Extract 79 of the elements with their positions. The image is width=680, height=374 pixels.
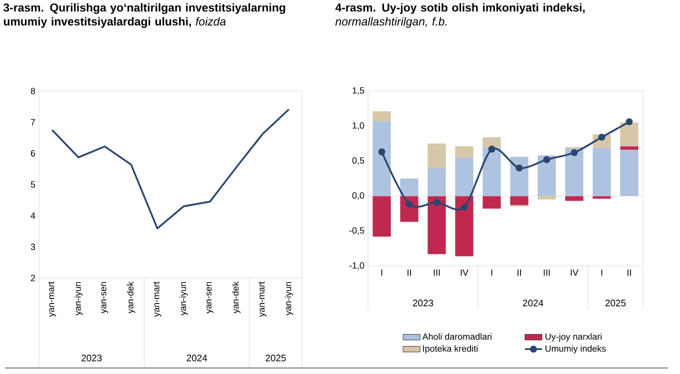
y-tick-label: 0,0	[352, 192, 364, 200]
bar	[592, 148, 611, 196]
bar	[400, 178, 418, 196]
bar	[565, 196, 584, 201]
text: 2025	[605, 300, 626, 306]
x-tick-label: yan-dek	[126, 282, 136, 314]
y-tick-label: 6	[30, 150, 36, 157]
y-tick-label: 1,5	[352, 87, 364, 95]
point	[378, 148, 386, 156]
x-tick-label: yan-mart	[48, 282, 56, 317]
bar	[482, 196, 501, 209]
x-tick-label: yan-mart	[154, 282, 162, 317]
bar	[428, 196, 446, 254]
bar	[455, 196, 474, 256]
y-tick-label: 4	[30, 212, 36, 219]
x-tick-label: IV	[570, 270, 578, 276]
bar	[428, 168, 446, 196]
y-tick-label: 7	[30, 119, 36, 126]
line-series	[51, 108, 290, 230]
bar	[372, 196, 391, 237]
bar	[620, 150, 638, 196]
point	[460, 204, 468, 211]
point	[598, 134, 606, 141]
bar	[565, 148, 584, 196]
text: 2024	[522, 300, 544, 306]
bar	[592, 196, 611, 199]
bar	[620, 146, 638, 150]
y-tick-label: 0,5	[352, 157, 364, 165]
y-tick-label: 5	[30, 181, 36, 188]
x-tick-label: II	[408, 270, 411, 276]
x-tick-label: yan-dek	[232, 282, 240, 314]
legend-label: Aholi daromadlari	[422, 333, 492, 340]
y-tick-label: 2	[30, 274, 36, 282]
bar	[372, 121, 391, 196]
bar	[510, 156, 528, 196]
x-tick-label: II	[628, 270, 631, 276]
point	[626, 118, 633, 126]
text: 2024	[186, 354, 208, 362]
point	[433, 198, 440, 206]
x-tick-label: I	[491, 270, 492, 276]
bar	[455, 146, 474, 158]
x-tick-label: yan-sen	[206, 282, 214, 314]
x-tick-label: yan-sen	[101, 282, 108, 314]
x-tick-label: III	[544, 270, 550, 276]
x-tick-label: yan-mart	[258, 282, 266, 317]
chart-title: 4-rasm. Uy-joy sotib olish imkoniyati indeksi, normallashtirilgan, f.b.	[335, 3, 585, 28]
point	[543, 156, 550, 164]
bar	[372, 111, 391, 122]
x-tick-label: III	[434, 270, 440, 276]
x-tick-label: II	[518, 270, 521, 276]
x-tick-label: yan-iyun	[284, 282, 294, 316]
bar	[620, 122, 638, 146]
x-tick-label: IV	[460, 270, 468, 276]
legend-label: Ipoteka krediti	[423, 345, 478, 354]
text: 2023	[82, 354, 102, 362]
bar	[482, 137, 501, 148]
bar	[482, 148, 501, 196]
legend-label: Uy-joy narxlari	[546, 333, 602, 342]
point	[570, 149, 578, 156]
bar	[510, 196, 528, 206]
bar	[538, 155, 556, 196]
y-tick-label: 8	[30, 88, 36, 94]
x-tick-label: I	[601, 270, 602, 276]
text: 2025	[266, 354, 286, 362]
x-tick-label: yan-iyun	[179, 282, 188, 316]
y-tick-label: 3	[30, 244, 36, 250]
text: 2023	[412, 300, 434, 306]
bar	[455, 158, 474, 196]
legend-label: Umumiy indeks	[546, 345, 606, 354]
y-tick-label: -0,5	[349, 227, 364, 235]
y-tick-label: 1,0	[352, 122, 364, 130]
point	[406, 200, 413, 208]
x-tick-label: yan-iyun	[74, 282, 83, 316]
y-tick-label: -1,0	[349, 262, 364, 270]
bar	[428, 144, 446, 168]
point	[488, 146, 496, 153]
chart-title: 3-rasm. Qurilishga yo‘naltirilgan investitsiyalarning umumiy investitsiyalardagi ulushi, foizda	[3, 3, 286, 28]
x-tick-label: I	[381, 270, 382, 276]
point	[516, 164, 523, 172]
